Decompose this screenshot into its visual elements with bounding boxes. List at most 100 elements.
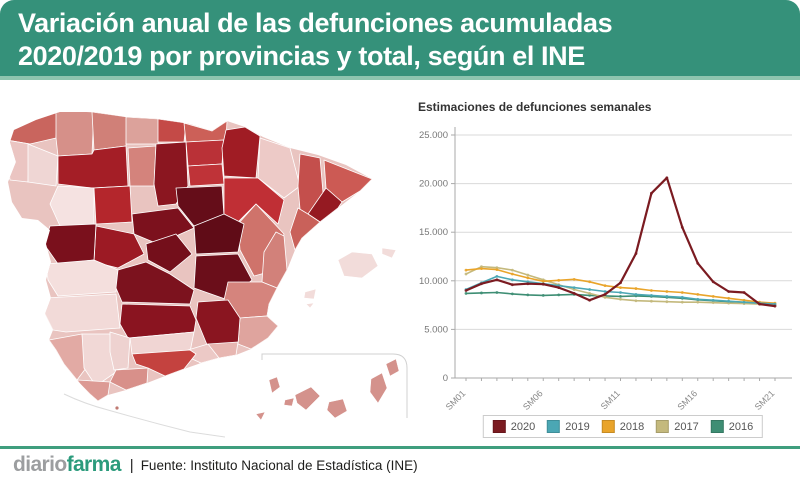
province-toledo xyxy=(115,261,195,305)
page-title-line1: Variación anual de las defunciones acumu… xyxy=(18,8,613,38)
data-point-2018 xyxy=(603,284,607,288)
data-point-2020 xyxy=(773,304,777,308)
y-tick-label: 15.000 xyxy=(419,227,448,238)
balearic-islands xyxy=(303,247,397,309)
data-point-2020 xyxy=(480,282,483,286)
canary-inset-border xyxy=(261,353,408,418)
y-tick-label: 10.000 xyxy=(419,276,448,287)
province-cantabria xyxy=(125,116,161,145)
province-lugo xyxy=(55,112,95,157)
data-point-2018 xyxy=(510,272,514,276)
data-point-2020 xyxy=(464,289,468,292)
x-tick-label: SM06 xyxy=(521,388,545,412)
data-point-2020 xyxy=(742,291,746,294)
legend-label-2018: 2018 xyxy=(619,420,645,433)
data-point-2018 xyxy=(495,268,499,272)
data-point-2017 xyxy=(665,300,669,304)
legend-item-2017: 2017 xyxy=(656,420,699,433)
data-point-2018 xyxy=(480,267,483,271)
data-point-2019 xyxy=(696,297,700,301)
province-badajoz xyxy=(44,293,121,333)
data-point-2019 xyxy=(711,298,715,302)
data-point-2018 xyxy=(541,279,545,283)
data-point-2019 xyxy=(650,293,653,297)
province-granada xyxy=(131,349,197,377)
data-point-2020 xyxy=(711,280,715,284)
province-illes-balears xyxy=(337,251,379,279)
legend-item-2016: 2016 xyxy=(710,420,754,433)
x-tick-label: SM21 xyxy=(753,388,777,412)
province-barcelona xyxy=(307,187,343,223)
diariofarma-logo: diariofarma xyxy=(13,453,121,477)
province-guadalajara xyxy=(193,213,245,255)
data-point-2016 xyxy=(495,291,499,294)
data-point-2019 xyxy=(680,295,684,299)
data-point-2020 xyxy=(650,191,653,195)
data-point-2017 xyxy=(572,288,576,291)
data-point-2018 xyxy=(650,289,653,292)
data-point-2020 xyxy=(495,278,499,282)
canary-islands xyxy=(255,358,400,421)
legend-swatch-2017 xyxy=(656,420,670,433)
data-point-2020 xyxy=(619,281,622,285)
data-point-2018 xyxy=(572,277,576,281)
data-point-2016 xyxy=(526,293,530,297)
province-alava xyxy=(185,139,225,167)
province-asturias xyxy=(91,112,129,151)
chart-legend: 2020 2019 2018 2017 2016 xyxy=(482,415,764,438)
data-point-2017 xyxy=(464,272,468,276)
legend-swatch-2018 xyxy=(601,420,615,433)
province-huesca xyxy=(257,137,301,199)
data-point-2016 xyxy=(480,291,483,295)
legend-label-2019: 2019 xyxy=(565,420,590,433)
province-illes-balears xyxy=(381,247,397,259)
data-point-2020 xyxy=(696,261,700,265)
data-point-2019 xyxy=(603,290,607,293)
data-point-2017 xyxy=(588,292,591,295)
legend-swatch-2016 xyxy=(710,420,724,433)
data-point-2019 xyxy=(495,275,499,278)
legend-item-2020: 2020 xyxy=(492,420,536,433)
data-point-2019 xyxy=(510,278,514,282)
data-point-2018 xyxy=(557,278,561,282)
weekly-deaths-chart-panel: Estimaciones de defunciones semanales 25… xyxy=(410,92,800,446)
data-point-2018 xyxy=(526,276,530,280)
province-la-rioja xyxy=(187,163,225,187)
spain-map-svg xyxy=(8,112,408,438)
data-point-2020 xyxy=(758,302,761,306)
legend-label-2017: 2017 xyxy=(674,420,699,433)
data-point-2017 xyxy=(526,273,530,277)
data-point-2020 xyxy=(634,252,638,255)
data-point-2018 xyxy=(727,296,731,300)
data-point-2017 xyxy=(510,268,514,272)
province-a-coruna xyxy=(8,112,59,145)
y-tick-label: 20.000 xyxy=(419,179,448,190)
data-point-2020 xyxy=(727,290,731,293)
province-alicante xyxy=(237,315,279,350)
data-point-2018 xyxy=(619,286,622,290)
y-tick-label: 25.000 xyxy=(419,130,448,141)
province-bizkaia xyxy=(157,118,187,143)
province-canarias xyxy=(268,376,281,394)
province-pontevedra xyxy=(8,139,31,183)
data-point-2020 xyxy=(665,176,669,180)
data-point-2019 xyxy=(727,299,731,303)
legend-label-2016: 2016 xyxy=(728,420,754,433)
province-sevilla xyxy=(81,333,117,387)
data-point-2016 xyxy=(510,292,514,296)
data-point-2019 xyxy=(572,286,576,290)
data-point-2020 xyxy=(526,282,530,286)
legend-label-2020: 2020 xyxy=(510,420,536,433)
province-madrid xyxy=(145,233,193,273)
data-point-2017 xyxy=(480,265,483,269)
data-point-2017 xyxy=(619,297,622,301)
data-point-2020 xyxy=(557,286,561,290)
footer: diariofarma | Fuente: Instituto Nacional… xyxy=(0,449,800,481)
legend-item-2018: 2018 xyxy=(601,420,645,433)
data-point-2018 xyxy=(680,291,684,294)
data-point-2020 xyxy=(603,293,607,296)
data-point-2016 xyxy=(541,293,545,297)
data-point-2017 xyxy=(727,301,731,305)
data-point-2019 xyxy=(665,294,669,298)
